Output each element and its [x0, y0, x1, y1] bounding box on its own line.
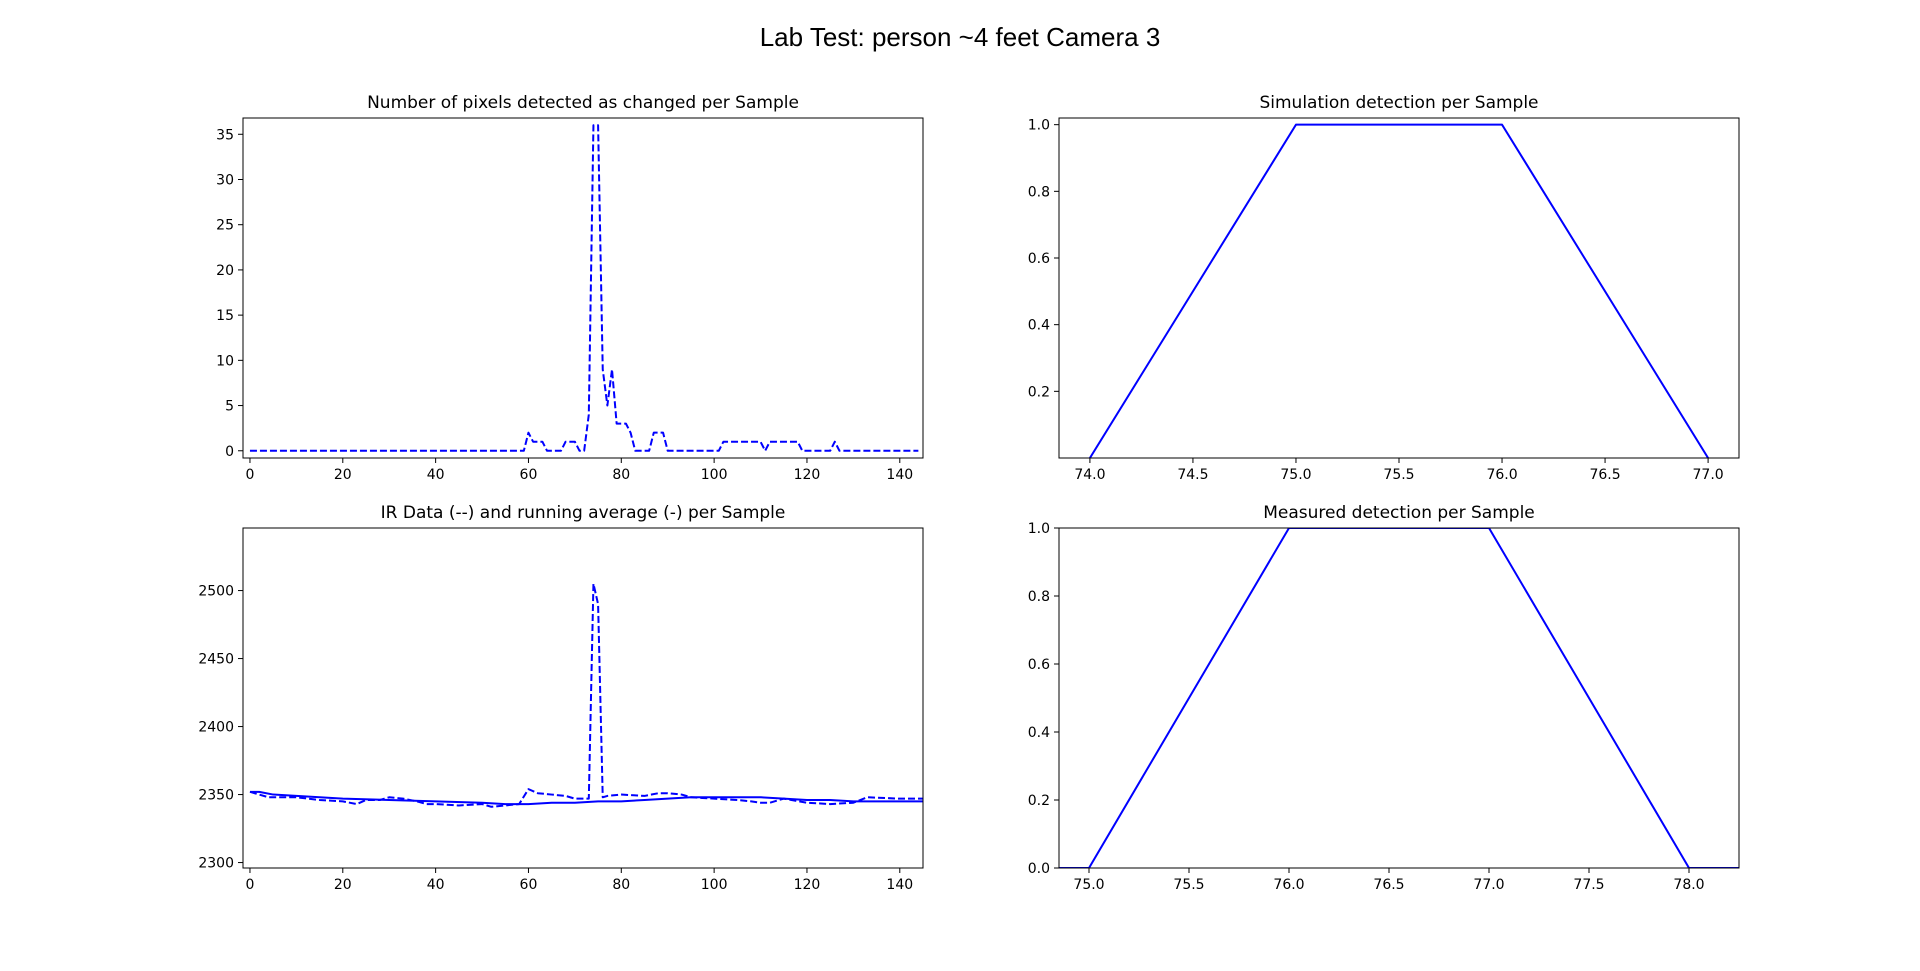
x-tick-label: 140 [886, 467, 913, 483]
x-tick-label: 77.0 [1473, 877, 1504, 893]
subplot-measured-detection: Measured detection per Sample 75.0 75.5 76.… [1028, 503, 1740, 893]
y-tick-label: 0.2 [1028, 384, 1050, 400]
axes-frame [1058, 527, 1740, 869]
axes-frame [1058, 117, 1740, 459]
y-tick-label: 0.8 [1028, 184, 1050, 200]
y-tick-label: 15 [216, 308, 234, 324]
y-tick-label: 0.4 [1028, 318, 1050, 334]
x-tick-label: 0 [246, 467, 255, 483]
series-line-solid [249, 790, 923, 806]
x-tick-label: 76.5 [1373, 877, 1404, 893]
series-line-dashed [249, 124, 919, 452]
x-tick-label: 78.0 [1673, 877, 1704, 893]
x-tick-label: 60 [520, 467, 538, 483]
x-tick-label: 77.5 [1573, 877, 1604, 893]
subplot-pixels-changed: Number of pixels detected as changed per… [216, 93, 924, 483]
subplot-title: Number of pixels detected as changed per… [367, 93, 799, 113]
subplot-title: IR Data (--) and running average (-) per… [381, 503, 786, 523]
x-tick-label: 60 [520, 877, 538, 893]
x-tick-label: 76.0 [1486, 467, 1517, 483]
subplot-title: Simulation detection per Sample [1259, 93, 1538, 113]
y-tick-label: 0.6 [1028, 251, 1050, 267]
y-tick-label: 2400 [198, 720, 234, 736]
x-tick-label: 0 [246, 877, 255, 893]
x-tick-label: 20 [334, 877, 352, 893]
x-tick-label: 80 [612, 467, 630, 483]
x-tick-label: 77.0 [1693, 467, 1724, 483]
subplot-simulation-detection: Simulation detection per Sample 74.0 74.5 7… [1028, 93, 1740, 483]
x-tick-label: 40 [427, 467, 445, 483]
subplot-title: Measured detection per Sample [1263, 503, 1535, 523]
y-tick-label: 1.0 [1028, 118, 1050, 134]
series-line-solid [1089, 123, 1709, 458]
x-tick-label: 120 [794, 467, 821, 483]
axes-frame [242, 527, 924, 869]
series-line-solid [1059, 528, 1739, 868]
x-tick-label: 80 [612, 877, 630, 893]
x-tick-label: 76.5 [1589, 467, 1620, 483]
x-tick-label: 20 [334, 467, 352, 483]
x-tick-label: 76.0 [1273, 877, 1304, 893]
y-tick-label: 2350 [198, 788, 234, 804]
x-tick-label: 100 [701, 877, 728, 893]
x-tick-label: 75.0 [1280, 467, 1311, 483]
x-tick-label: 140 [886, 877, 913, 893]
x-tick-label: 100 [701, 467, 728, 483]
y-tick-label: 2500 [198, 584, 234, 600]
y-tick-label: 0 [225, 444, 234, 460]
y-tick-label: 25 [216, 218, 234, 234]
y-tick-label: 2450 [198, 652, 234, 668]
y-tick-label: 0.0 [1028, 861, 1050, 877]
x-tick-label: 74.0 [1074, 467, 1105, 483]
y-tick-label: 10 [216, 353, 234, 369]
y-tick-label: 0.6 [1028, 657, 1050, 673]
y-tick-label: 1.0 [1028, 521, 1050, 537]
subplot-ir-data: IR Data (--) and running average (-) per… [198, 503, 924, 893]
y-tick-label: 5 [225, 399, 234, 415]
x-tick-label: 75.0 [1073, 877, 1104, 893]
x-tick-label: 75.5 [1173, 877, 1204, 893]
x-tick-label: 74.5 [1177, 467, 1208, 483]
y-tick-label: 35 [216, 127, 234, 143]
y-tick-label: 30 [216, 172, 234, 188]
y-tick-label: 0.2 [1028, 793, 1050, 809]
series-line-dashed [249, 582, 923, 808]
y-tick-label: 0.4 [1028, 725, 1050, 741]
y-tick-label: 20 [216, 263, 234, 279]
axes-frame [242, 117, 924, 459]
y-tick-label: 2300 [198, 856, 234, 872]
x-tick-label: 40 [427, 877, 445, 893]
x-tick-label: 120 [794, 877, 821, 893]
y-tick-label: 0.8 [1028, 589, 1050, 605]
figure-title: Lab Test: person ~4 feet Camera 3 [759, 22, 1161, 52]
x-tick-label: 75.5 [1383, 467, 1414, 483]
